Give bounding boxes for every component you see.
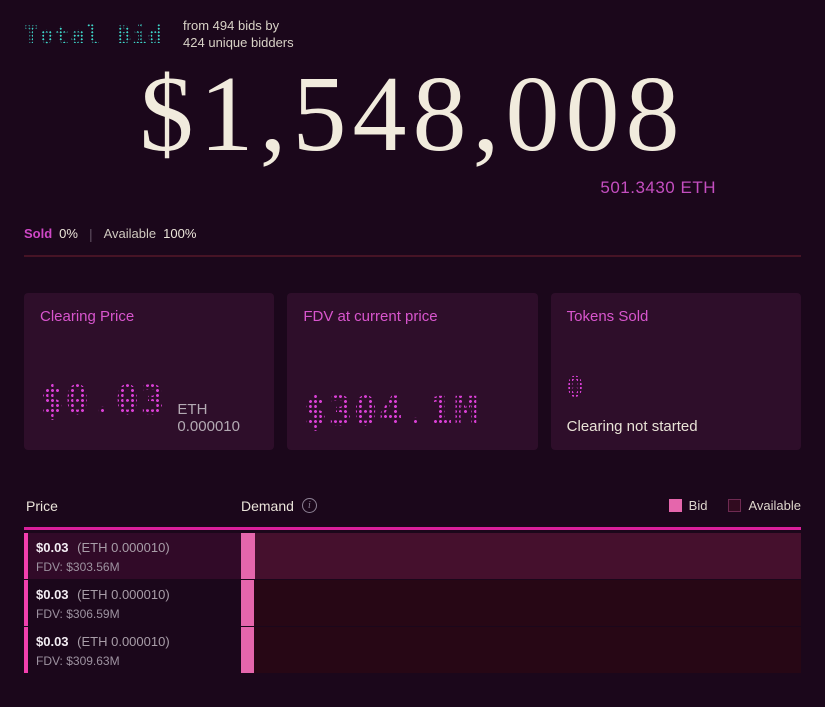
row-accent-bar: [24, 626, 28, 673]
demand-bar: [241, 579, 254, 626]
row-fdv: FDV: $306.59M: [36, 606, 120, 621]
legend-bid-label: Bid: [688, 498, 708, 514]
table-row[interactable]: $0.03 (ETH 0.000010) FDV: $306.59M: [24, 579, 801, 626]
legend-available-label: Available: [748, 498, 801, 514]
card-tokens-sold: Tokens Sold 0 Clearing not started: [550, 292, 801, 450]
total-bid-usd: $1,548,008: [139, 55, 686, 174]
table-row[interactable]: $0.03 (ETH 0.000010) FDV: $303.56M: [24, 532, 801, 579]
table-body: $0.03 (ETH 0.000010) FDV: $303.56M $0.03…: [24, 532, 801, 673]
card-title: Clearing Price: [40, 307, 135, 325]
sold-label: Sold: [24, 226, 53, 242]
table-header: Price Demand i Bid Available: [24, 498, 801, 527]
demand-bar: [241, 532, 255, 579]
clearing-status: Clearing not started: [566, 417, 698, 435]
available-swatch-icon: [728, 499, 742, 513]
available-label: Available: [103, 226, 157, 242]
card-clearing-price: Clearing Price $0.03 ETH 0.000010: [24, 292, 275, 450]
divider: [24, 254, 801, 257]
clearing-price-value: $0.03: [40, 377, 166, 424]
card-title: Tokens Sold: [566, 307, 649, 325]
tokens-sold-value: 0: [567, 370, 785, 403]
row-fdv: FDV: $309.63M: [36, 653, 120, 668]
clearing-price-eth: ETH 0.000010: [177, 400, 240, 435]
legend: Bid Available: [668, 498, 801, 514]
demand-track: [241, 579, 801, 626]
row-price: $0.03: [36, 633, 69, 649]
price-cell: $0.03 (ETH 0.000010) FDV: $306.59M: [28, 580, 241, 626]
sold-value: 0%: [59, 226, 78, 242]
page-title: Total Bid: [24, 21, 164, 49]
demand-track: [241, 626, 801, 673]
available-value: 100%: [163, 226, 197, 242]
row-accent-bar: [24, 532, 28, 579]
total-bid-eth: 501.3430 ETH: [600, 177, 716, 197]
demand-table: Price Demand i Bid Available $0.03 (ETH …: [24, 498, 801, 673]
price-cell: $0.03 (ETH 0.000010) FDV: $303.56M: [28, 533, 241, 579]
row-price-eth: (ETH 0.000010): [77, 539, 170, 555]
row-fdv: FDV: $303.56M: [36, 559, 120, 574]
header: Total Bid from 494 bids by 424 unique bi…: [0, 0, 825, 51]
sold-available-row: Sold 0% | Available 100%: [0, 226, 825, 242]
row-price: $0.03: [36, 539, 69, 555]
card-fdv: FDV at current price $304.1M: [287, 292, 538, 450]
row-price: $0.03: [36, 586, 69, 602]
separator: |: [88, 225, 93, 242]
card-title: FDV at current price: [303, 307, 438, 325]
demand-column-header: Demand i: [241, 498, 669, 514]
row-price-eth: (ETH 0.000010): [77, 633, 170, 649]
price-cell: $0.03 (ETH 0.000010) FDV: $309.63M: [28, 627, 241, 673]
fdv-value: $304.1M: [303, 388, 479, 435]
row-price-eth: (ETH 0.000010): [77, 586, 170, 602]
table-header-line: [24, 526, 801, 530]
info-icon[interactable]: i: [301, 498, 317, 514]
row-accent-bar: [24, 579, 28, 626]
bid-summary: from 494 bids by 424 unique bidders: [183, 18, 294, 50]
demand-bar: [241, 626, 254, 673]
price-column-header: Price: [26, 497, 58, 514]
demand-track: [241, 532, 801, 579]
bid-swatch-icon: [668, 499, 682, 513]
table-row[interactable]: $0.03 (ETH 0.000010) FDV: $309.63M: [24, 626, 801, 673]
stat-cards: Clearing Price $0.03 ETH 0.000010 FDV at…: [24, 292, 801, 450]
demand-header-label: Demand: [241, 497, 294, 514]
